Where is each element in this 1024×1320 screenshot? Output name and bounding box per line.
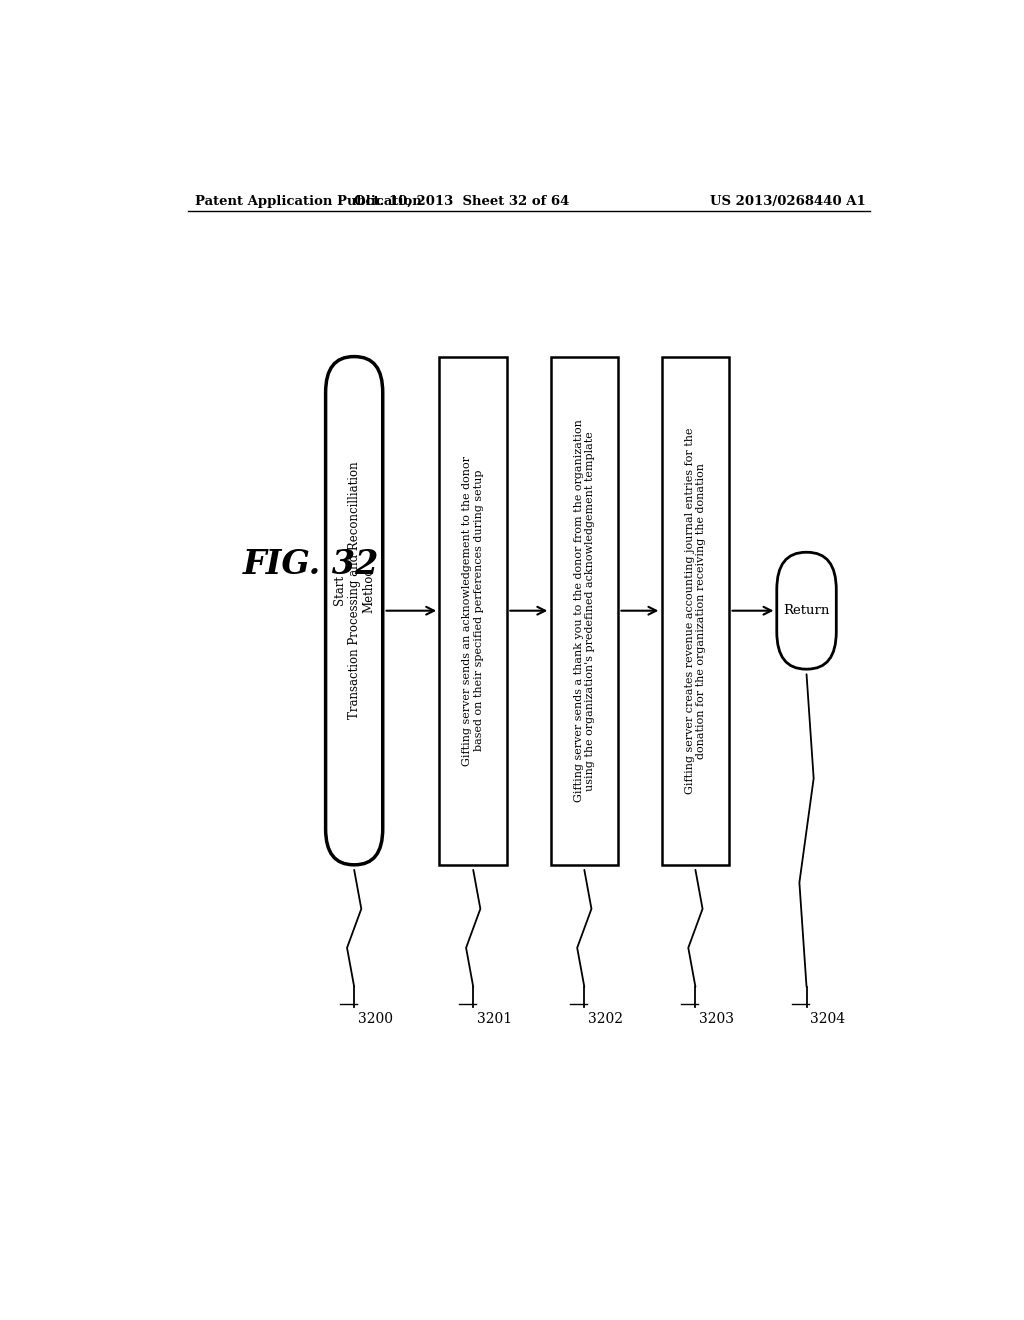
Text: US 2013/0268440 A1: US 2013/0268440 A1 <box>711 194 866 207</box>
Text: Gifting server creates revenue accounting journal entries for the
donation for t: Gifting server creates revenue accountin… <box>685 428 707 793</box>
Text: 3200: 3200 <box>358 1012 393 1026</box>
Text: Patent Application Publication: Patent Application Publication <box>196 194 422 207</box>
FancyBboxPatch shape <box>551 356 618 865</box>
FancyBboxPatch shape <box>439 356 507 865</box>
Text: Return: Return <box>783 605 829 618</box>
Text: 3201: 3201 <box>477 1012 512 1026</box>
Text: Oct. 10, 2013  Sheet 32 of 64: Oct. 10, 2013 Sheet 32 of 64 <box>353 194 569 207</box>
FancyBboxPatch shape <box>662 356 729 865</box>
FancyBboxPatch shape <box>777 552 837 669</box>
Text: Gifting server sends a thank you to the donor from the organization
using the or: Gifting server sends a thank you to the … <box>573 420 595 803</box>
Text: Gifting server sends an acknowledgement to the donor
based on their specified pe: Gifting server sends an acknowledgement … <box>463 455 484 766</box>
Text: 3204: 3204 <box>811 1012 846 1026</box>
FancyBboxPatch shape <box>326 356 383 865</box>
Text: FIG. 32: FIG. 32 <box>243 549 380 581</box>
Text: 3202: 3202 <box>588 1012 624 1026</box>
Text: Start
Transaction Processing and Reconcilliation
Method: Start Transaction Processing and Reconci… <box>333 462 376 719</box>
Text: 3203: 3203 <box>699 1012 734 1026</box>
